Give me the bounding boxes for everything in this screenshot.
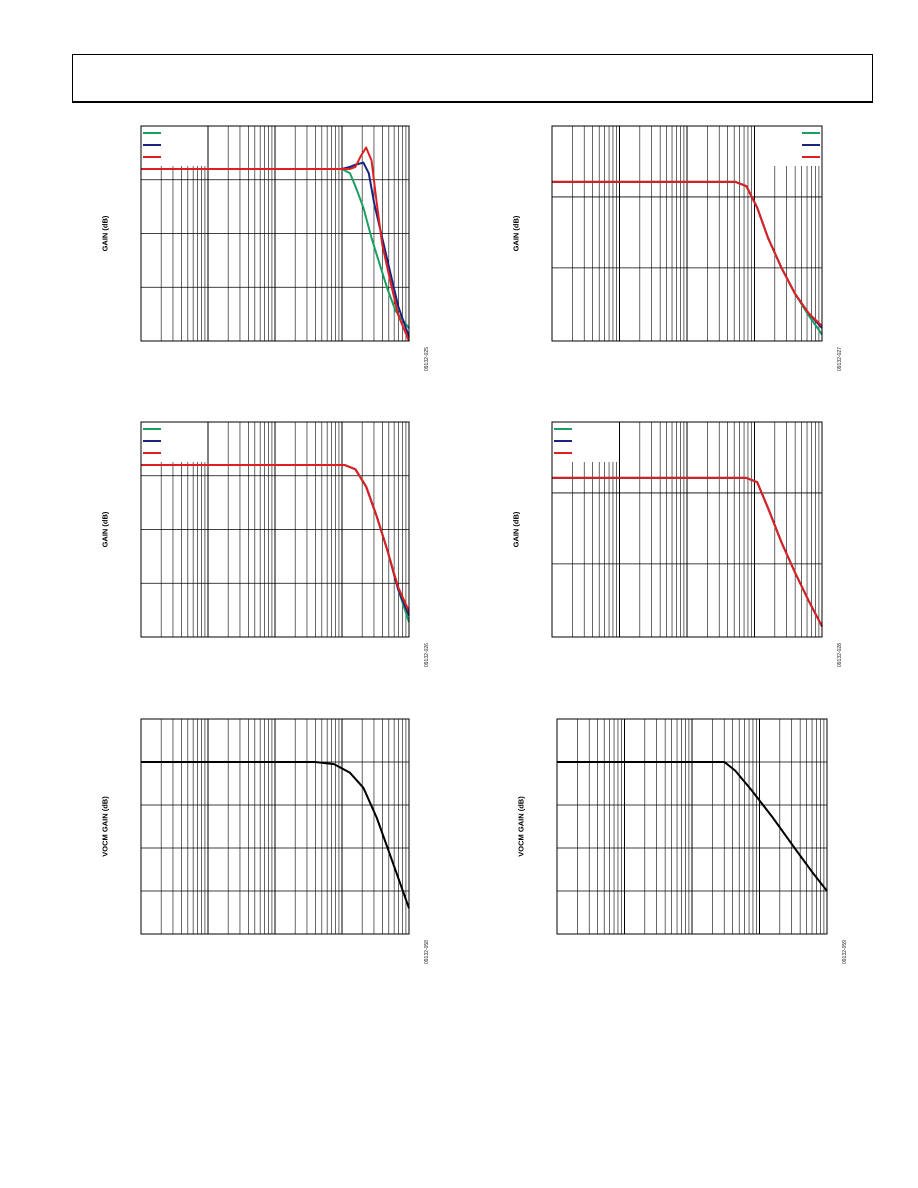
y-axis-label: GAIN (dB)	[100, 215, 110, 251]
figure-id: 09132-026	[424, 643, 430, 667]
series-line	[141, 168, 410, 329]
chart-plot	[140, 421, 410, 638]
page-header	[72, 54, 873, 103]
figure-id: 09132-028	[837, 643, 843, 667]
y-axis-label: GAIN (dB)	[511, 511, 521, 547]
y-axis-label: VOCM GAIN (dB)	[516, 795, 526, 857]
chart-plot	[551, 421, 823, 638]
series-line	[141, 761, 410, 909]
plot-frame	[551, 125, 823, 342]
plot-frame	[140, 125, 410, 342]
chart-plot	[556, 718, 828, 935]
plot-frame	[551, 421, 823, 638]
series-line	[552, 476, 823, 627]
figure-id: 09132-058	[424, 940, 430, 964]
figure-id: 09132-025	[424, 347, 430, 371]
y-axis-label: GAIN (dB)	[100, 511, 110, 547]
series-line	[141, 464, 410, 612]
chart-plot	[551, 125, 823, 342]
plot-frame	[140, 421, 410, 638]
series-line	[552, 180, 823, 327]
series-line	[141, 161, 410, 338]
chart-plot	[140, 718, 410, 935]
plot-frame	[556, 718, 828, 935]
series-line	[557, 761, 828, 892]
y-axis-label: GAIN (dB)	[511, 215, 521, 251]
chart-plot	[140, 125, 410, 342]
plot-frame	[140, 718, 410, 935]
y-axis-label: VOCM GAIN (dB)	[100, 795, 110, 857]
figure-id: 09132-027	[837, 347, 843, 371]
figure-id: 09132-059	[842, 940, 848, 964]
series-line	[141, 146, 410, 342]
